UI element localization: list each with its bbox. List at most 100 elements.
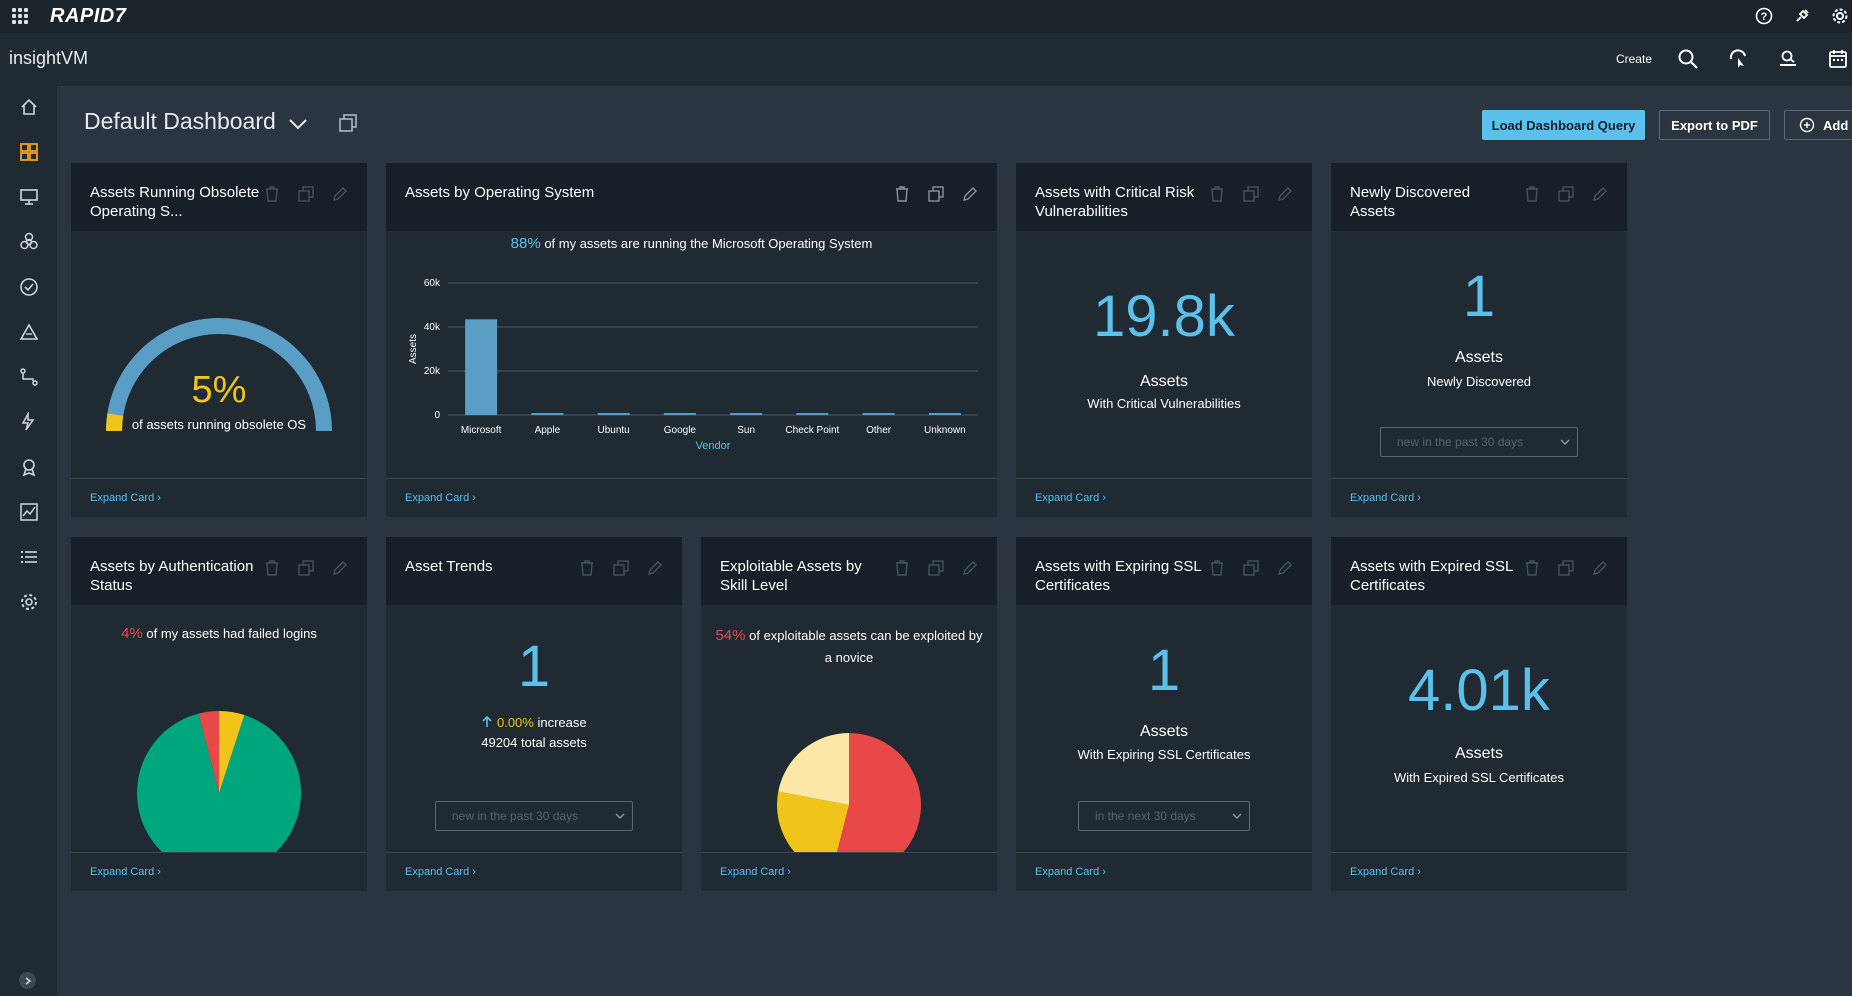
edit-pencil-icon[interactable] [646, 559, 664, 577]
add-card-button[interactable]: Add [1784, 110, 1852, 140]
card-title: Asset Trends [405, 558, 493, 575]
newly-range-select[interactable]: new in the past 30 days [1380, 427, 1578, 457]
sidebar-nav [0, 86, 57, 996]
expand-card-link[interactable]: Expand Card › [405, 866, 476, 878]
card-auth-status: Assets by Authentication Status 4% of my… [71, 537, 367, 891]
expand-card-link[interactable]: Expand Card › [90, 866, 161, 878]
edit-pencil-icon[interactable] [1591, 559, 1609, 577]
delete-trash-icon[interactable] [1523, 185, 1541, 203]
assets-monitor-icon[interactable] [16, 184, 42, 210]
chevron-down-icon [1232, 813, 1242, 820]
rapid7-logo[interactable]: RAPID7 [50, 5, 127, 27]
gauge-fill [106, 413, 124, 432]
vulnerabilities-biohazard-icon[interactable] [16, 229, 42, 255]
os-summary-percent: 88% [510, 235, 541, 252]
x-tick-label: Apple [535, 425, 561, 436]
edit-pencil-icon[interactable] [1276, 559, 1294, 577]
x-tick-label: Unknown [924, 425, 966, 436]
bar [663, 413, 696, 415]
help-icon[interactable]: ? [1752, 4, 1776, 28]
duplicate-icon[interactable] [1557, 559, 1575, 577]
expand-card-link[interactable]: Expand Card › [90, 492, 161, 504]
chevron-down-icon [615, 813, 625, 820]
duplicate-icon[interactable] [1557, 185, 1575, 203]
edit-pencil-icon[interactable] [1591, 185, 1609, 203]
pie-slice [219, 711, 245, 793]
duplicate-icon[interactable] [297, 185, 315, 203]
edit-pencil-icon[interactable] [331, 185, 349, 203]
risk-triangle-icon[interactable] [16, 319, 42, 345]
delete-trash-icon[interactable] [1523, 559, 1541, 577]
list-icon[interactable] [16, 544, 42, 570]
edit-pencil-icon[interactable] [1276, 185, 1294, 203]
expand-card-link[interactable]: Expand Card › [720, 866, 791, 878]
delete-trash-icon[interactable] [893, 559, 911, 577]
calendar-icon[interactable] [1824, 45, 1852, 73]
critical-label: Assets [1139, 373, 1188, 390]
duplicate-icon[interactable] [1242, 559, 1260, 577]
policies-ribbon-icon[interactable] [16, 454, 42, 480]
expiring-label: Assets [1139, 723, 1188, 740]
gauge-track [106, 318, 332, 432]
expiring-sub: With Expiring SSL Certificates [1077, 747, 1251, 762]
trend-total: 49204 total assets [481, 735, 587, 750]
dashboard-icon[interactable] [16, 139, 42, 165]
duplicate-icon[interactable] [297, 559, 315, 577]
reports-chart-icon[interactable] [16, 499, 42, 525]
app-switcher-icon[interactable] [12, 8, 28, 24]
trend-percent-label: increase [537, 715, 587, 730]
delete-trash-icon[interactable] [263, 559, 281, 577]
scan-icon[interactable] [1724, 45, 1752, 73]
card-title: Assets by Operating System [405, 184, 595, 201]
remediation-check-icon[interactable] [16, 274, 42, 300]
administration-gear-icon[interactable] [16, 589, 42, 615]
export-to-pdf-button[interactable]: Export to PDF [1659, 110, 1770, 140]
delete-trash-icon[interactable] [1208, 185, 1226, 203]
settings-gear-icon[interactable] [1828, 4, 1852, 28]
card-assets-by-os: Assets by Operating System 88% of my ass… [386, 163, 997, 517]
bar [862, 413, 895, 415]
edit-pencil-icon[interactable] [331, 559, 349, 577]
delete-trash-icon[interactable] [263, 185, 281, 203]
duplicate-dashboard-icon[interactable] [337, 112, 359, 139]
load-dashboard-query-button[interactable]: Load Dashboard Query [1482, 110, 1645, 140]
bar [531, 413, 564, 415]
x-tick-label: Ubuntu [598, 425, 630, 436]
expand-card-link[interactable]: Expand Card › [405, 492, 476, 504]
dashboard-dropdown-chevron-icon[interactable] [286, 112, 310, 141]
plugin-icon[interactable] [1790, 4, 1814, 28]
create-button[interactable]: Create [1615, 52, 1652, 66]
expand-card-link[interactable]: Expand Card › [1350, 492, 1421, 504]
expand-card-link[interactable]: Expand Card › [1035, 492, 1106, 504]
exploit-summary-percent: 54% [715, 627, 746, 644]
automation-icon[interactable] [16, 409, 42, 435]
expired-label: Assets [1454, 745, 1503, 762]
workflow-icon[interactable] [16, 364, 42, 390]
duplicate-icon[interactable] [927, 185, 945, 203]
gauge-caption: of assets running obsolete OS [131, 417, 307, 432]
search-icon[interactable] [1674, 45, 1702, 73]
card-title: Assets with Expiring SSL Certificates [1035, 558, 1202, 594]
exploit-summary-text: of exploitable assets can be exploited b… [749, 628, 983, 665]
card-newly-discovered: Newly Discovered Assets 1 Assets Newly D… [1331, 163, 1627, 517]
newly-label: Assets [1454, 349, 1503, 366]
delete-trash-icon[interactable] [578, 559, 596, 577]
x-tick-label: Microsoft [461, 425, 502, 436]
edit-pencil-icon[interactable] [961, 559, 979, 577]
trend-range-select[interactable]: new in the past 30 days [435, 801, 633, 831]
home-icon[interactable] [16, 94, 42, 120]
asset-search-icon[interactable] [1774, 45, 1802, 73]
trend-percent: 0.00% [496, 715, 534, 730]
expand-card-link[interactable]: Expand Card › [1035, 866, 1106, 878]
expand-sidebar-chevron-icon[interactable] [19, 972, 36, 989]
card-title: Exploitable Assets by Skill Level [720, 558, 862, 594]
duplicate-icon[interactable] [612, 559, 630, 577]
edit-pencil-icon[interactable] [961, 185, 979, 203]
delete-trash-icon[interactable] [1208, 559, 1226, 577]
expiring-count: 1 [1147, 638, 1181, 703]
delete-trash-icon[interactable] [893, 185, 911, 203]
expiring-range-select[interactable]: in the next 30 days [1078, 801, 1250, 831]
duplicate-icon[interactable] [927, 559, 945, 577]
duplicate-icon[interactable] [1242, 185, 1260, 203]
expand-card-link[interactable]: Expand Card › [1350, 866, 1421, 878]
